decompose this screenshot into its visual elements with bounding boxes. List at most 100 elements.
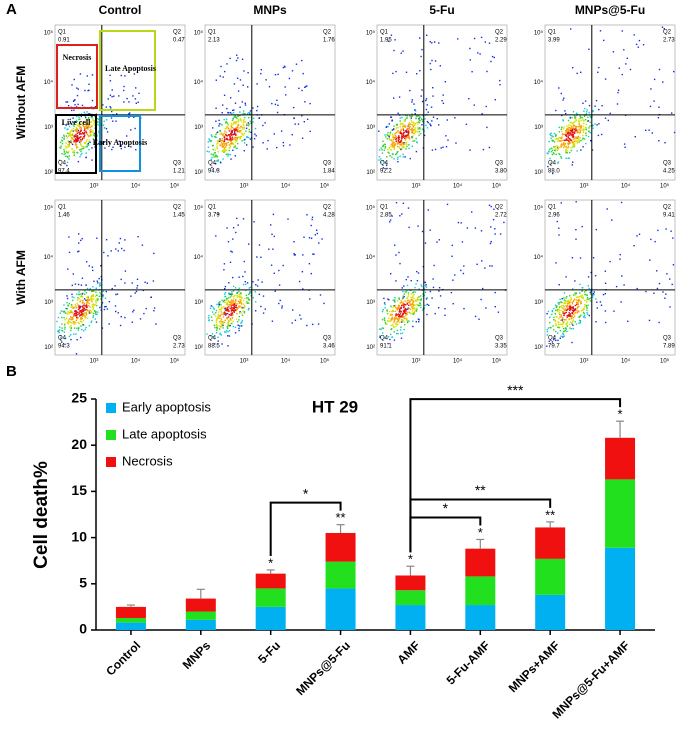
event-dot <box>556 309 559 311</box>
event-dot <box>664 297 666 299</box>
event-dot <box>401 301 403 304</box>
event-dot <box>397 319 399 321</box>
event-dot <box>401 116 403 119</box>
event-dot <box>406 284 409 287</box>
event-dot <box>225 313 227 315</box>
event-dot <box>400 140 403 142</box>
event-dot <box>581 117 584 119</box>
event-dot <box>384 134 386 136</box>
event-dot <box>421 285 423 288</box>
event-dot <box>391 153 394 155</box>
quadrant-value: 1.46 <box>58 213 70 219</box>
event-dot <box>243 307 245 309</box>
event-dot <box>98 118 100 120</box>
event-dot <box>551 313 553 316</box>
event-dot <box>92 315 95 317</box>
event-dot <box>232 138 234 140</box>
event-dot <box>583 138 586 140</box>
event-dot <box>80 140 82 143</box>
event-dot <box>224 144 226 146</box>
event-dot <box>621 275 623 277</box>
event-dot <box>578 128 580 131</box>
event-dot <box>215 156 217 158</box>
event-dot <box>415 283 417 285</box>
event-dot <box>65 147 67 149</box>
plot-frame <box>204 199 336 356</box>
event-dot <box>223 151 225 153</box>
quadrant-name: Q4 <box>208 161 217 167</box>
event-dot <box>217 140 219 142</box>
event-dot <box>590 140 592 142</box>
event-dot <box>220 132 223 135</box>
event-dot <box>568 314 571 316</box>
event-dot <box>402 153 404 156</box>
event-dot <box>227 345 229 347</box>
event-dot <box>225 128 227 130</box>
event-dot <box>567 127 569 130</box>
event-dot <box>67 323 70 325</box>
event-dot <box>485 307 487 309</box>
event-dot <box>247 298 250 300</box>
event-dot <box>414 130 416 132</box>
event-dot <box>222 76 224 78</box>
event-dot <box>418 296 420 298</box>
event-dot <box>126 97 128 100</box>
event-dot <box>395 307 397 309</box>
event-dot <box>405 143 407 145</box>
event-dot <box>583 314 586 317</box>
event-dot <box>229 146 231 149</box>
event-dot <box>211 145 214 147</box>
event-dot <box>114 305 117 307</box>
event-dot <box>563 146 565 148</box>
event-dot <box>584 304 586 306</box>
event-dot <box>214 154 217 156</box>
event-dot <box>386 156 388 158</box>
event-dot <box>222 322 224 325</box>
event-dot <box>585 123 587 126</box>
event-dot <box>574 308 576 310</box>
event-dot <box>239 295 241 298</box>
event-dot <box>91 125 93 127</box>
event-dot <box>83 137 85 139</box>
event-dot <box>578 124 580 126</box>
event-dot <box>580 300 582 302</box>
event-dot <box>258 117 261 119</box>
event-dot <box>583 308 585 310</box>
event-dot <box>66 297 69 300</box>
event-dot <box>81 104 84 107</box>
event-dot <box>421 230 424 233</box>
event-dot <box>626 57 628 59</box>
event-dot <box>393 318 396 320</box>
event-dot <box>229 301 231 303</box>
event-dot <box>75 143 77 145</box>
event-dot <box>61 323 63 325</box>
event-dot <box>393 148 395 150</box>
event-dot <box>480 230 483 232</box>
event-dot <box>73 314 75 316</box>
event-dot <box>242 112 244 115</box>
event-dot <box>232 142 234 144</box>
event-dot <box>408 122 411 124</box>
event-dot <box>394 299 396 301</box>
quadrant-value: 3.99 <box>548 38 560 44</box>
event-dot <box>573 146 575 148</box>
event-dot <box>571 303 574 305</box>
event-dot <box>633 34 635 36</box>
event-dot <box>546 334 548 336</box>
event-dot <box>570 147 572 149</box>
event-dot <box>68 312 70 315</box>
event-dot <box>75 133 77 136</box>
event-dot <box>574 130 577 132</box>
event-dot <box>587 276 590 278</box>
event-dot <box>239 131 241 133</box>
event-dot <box>215 319 218 321</box>
event-dot <box>211 319 213 322</box>
event-dot <box>66 155 69 158</box>
event-dot <box>246 124 248 126</box>
event-dot <box>598 66 600 69</box>
event-dot <box>237 121 239 123</box>
event-dot <box>572 144 574 146</box>
event-dot <box>241 297 243 299</box>
event-dot <box>607 119 609 122</box>
event-dot <box>88 125 90 127</box>
